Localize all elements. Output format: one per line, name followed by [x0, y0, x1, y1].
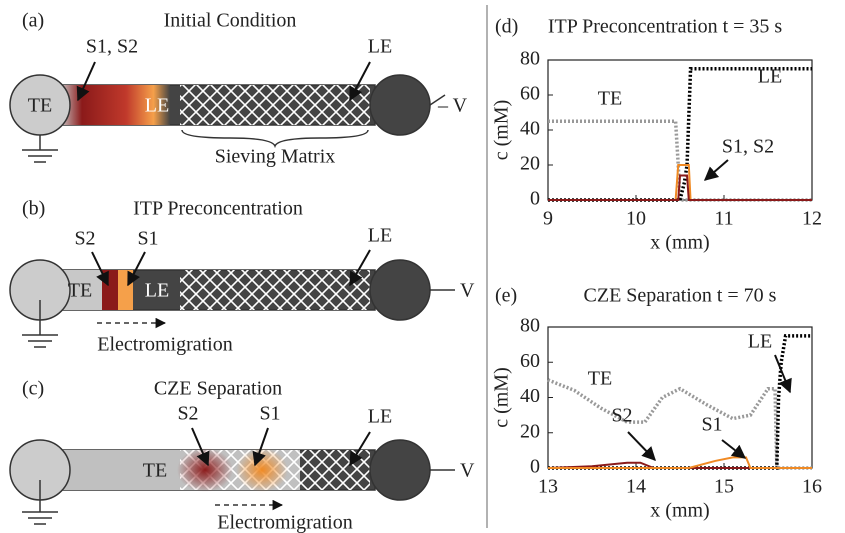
chart-title: CZE Separation t = 70 s [584, 285, 777, 307]
ground [22, 135, 58, 162]
sieving-matrix [180, 85, 370, 125]
panel-label: (b) [22, 198, 45, 220]
x-tick-label: 14 [626, 476, 646, 498]
label: Electromigration [97, 334, 233, 356]
x-axis-label: x (mm) [650, 500, 709, 522]
panel-label: (c) [22, 378, 44, 400]
y-axis-label: c (mM) [491, 100, 513, 161]
label: TE [68, 280, 92, 302]
y-tick-label: 20 [520, 153, 540, 175]
reservoir [370, 260, 430, 320]
label: S1, S2 [86, 36, 138, 58]
annotation: TE [588, 368, 612, 390]
x-axis-label: x (mm) [650, 232, 709, 254]
reservoir [370, 75, 430, 135]
panel-c [10, 428, 455, 524]
label: S2 [177, 403, 198, 425]
panel-label: (e) [495, 285, 517, 307]
s1-zone [118, 270, 133, 310]
y-tick-label: 60 [520, 83, 540, 105]
chart-title: ITP Preconcentration t = 35 s [548, 16, 783, 38]
s2-zone [177, 448, 233, 492]
figure: (a) Initial Condition S1, S2 LE TE LE Si… [0, 0, 845, 533]
panel-label: (d) [495, 16, 518, 38]
x-tick-label: 10 [626, 208, 646, 230]
x-tick-label: 16 [802, 476, 822, 498]
label: S1 [259, 403, 280, 425]
label: LE [368, 406, 392, 428]
label: TE [143, 460, 167, 482]
x-tick-label: 9 [543, 208, 553, 230]
reservoir [370, 440, 430, 500]
y-tick-label: 0 [530, 188, 540, 210]
sieving-matrix [300, 450, 370, 490]
page: (a) Initial Condition S1, S2 LE TE LE Si… [0, 0, 845, 533]
y-tick-label: 40 [520, 118, 540, 140]
y-tick-label: 80 [520, 48, 540, 70]
sieving-matrix [180, 270, 370, 310]
series-line [548, 380, 812, 468]
label: LE [145, 95, 169, 117]
panel-label: (a) [22, 10, 44, 32]
brace [182, 130, 368, 146]
arrow [722, 440, 745, 458]
x-tick-label: 11 [714, 208, 733, 230]
label: LE [145, 280, 169, 302]
label: LE [368, 225, 392, 247]
s1-zone [236, 448, 288, 492]
x-tick-label: 12 [802, 208, 822, 230]
y-tick-label: 40 [520, 385, 540, 407]
y-tick-label: 20 [520, 420, 540, 442]
label: V [460, 280, 475, 302]
x-tick-label: 13 [538, 476, 558, 498]
label: LE [368, 36, 392, 58]
label: S1 [137, 228, 158, 250]
plot-frame [548, 327, 812, 468]
panel-title: ITP Preconcentration [133, 198, 303, 220]
label: S2 [74, 228, 95, 250]
label: – V [437, 95, 468, 117]
label: Sieving Matrix [215, 146, 336, 168]
y-axis-label: c (mM) [491, 367, 513, 428]
y-tick-label: 0 [530, 456, 540, 478]
series-line [548, 336, 812, 468]
arrow [705, 160, 728, 180]
y-tick-label: 60 [520, 350, 540, 372]
annotation: S2 [611, 405, 632, 427]
annotation: S1, S2 [722, 136, 774, 158]
panel-title: Initial Condition [164, 10, 297, 32]
annotation: LE [748, 331, 772, 353]
annotation: S1 [701, 414, 722, 436]
annotation: LE [758, 66, 782, 88]
x-tick-label: 15 [714, 476, 734, 498]
annotation: TE [598, 88, 622, 110]
label: TE [28, 95, 52, 117]
series-line [548, 176, 812, 201]
panel-title: CZE Separation [154, 378, 282, 400]
label: V [460, 460, 475, 482]
label: Electromigration [217, 512, 353, 533]
y-tick-label: 80 [520, 315, 540, 337]
arrow [628, 432, 655, 460]
